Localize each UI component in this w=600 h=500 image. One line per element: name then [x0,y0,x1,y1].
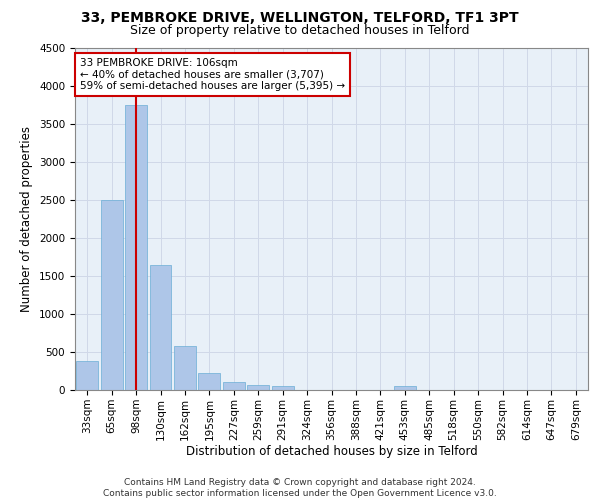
Bar [394,386,416,390]
Text: 33, PEMBROKE DRIVE, WELLINGTON, TELFORD, TF1 3PT: 33, PEMBROKE DRIVE, WELLINGTON, TELFORD,… [81,11,519,25]
Bar [125,104,147,390]
Text: Size of property relative to detached houses in Telford: Size of property relative to detached ho… [130,24,470,37]
Bar [223,382,245,390]
Bar [247,386,269,390]
Bar [101,200,122,390]
X-axis label: Distribution of detached houses by size in Telford: Distribution of detached houses by size … [185,446,478,458]
Bar [149,265,172,390]
Text: 33 PEMBROKE DRIVE: 106sqm
← 40% of detached houses are smaller (3,707)
59% of se: 33 PEMBROKE DRIVE: 106sqm ← 40% of detac… [80,58,345,91]
Bar [76,362,98,390]
Y-axis label: Number of detached properties: Number of detached properties [20,126,34,312]
Bar [272,386,293,390]
Bar [199,374,220,390]
Text: Contains HM Land Registry data © Crown copyright and database right 2024.
Contai: Contains HM Land Registry data © Crown c… [103,478,497,498]
Bar [174,346,196,390]
